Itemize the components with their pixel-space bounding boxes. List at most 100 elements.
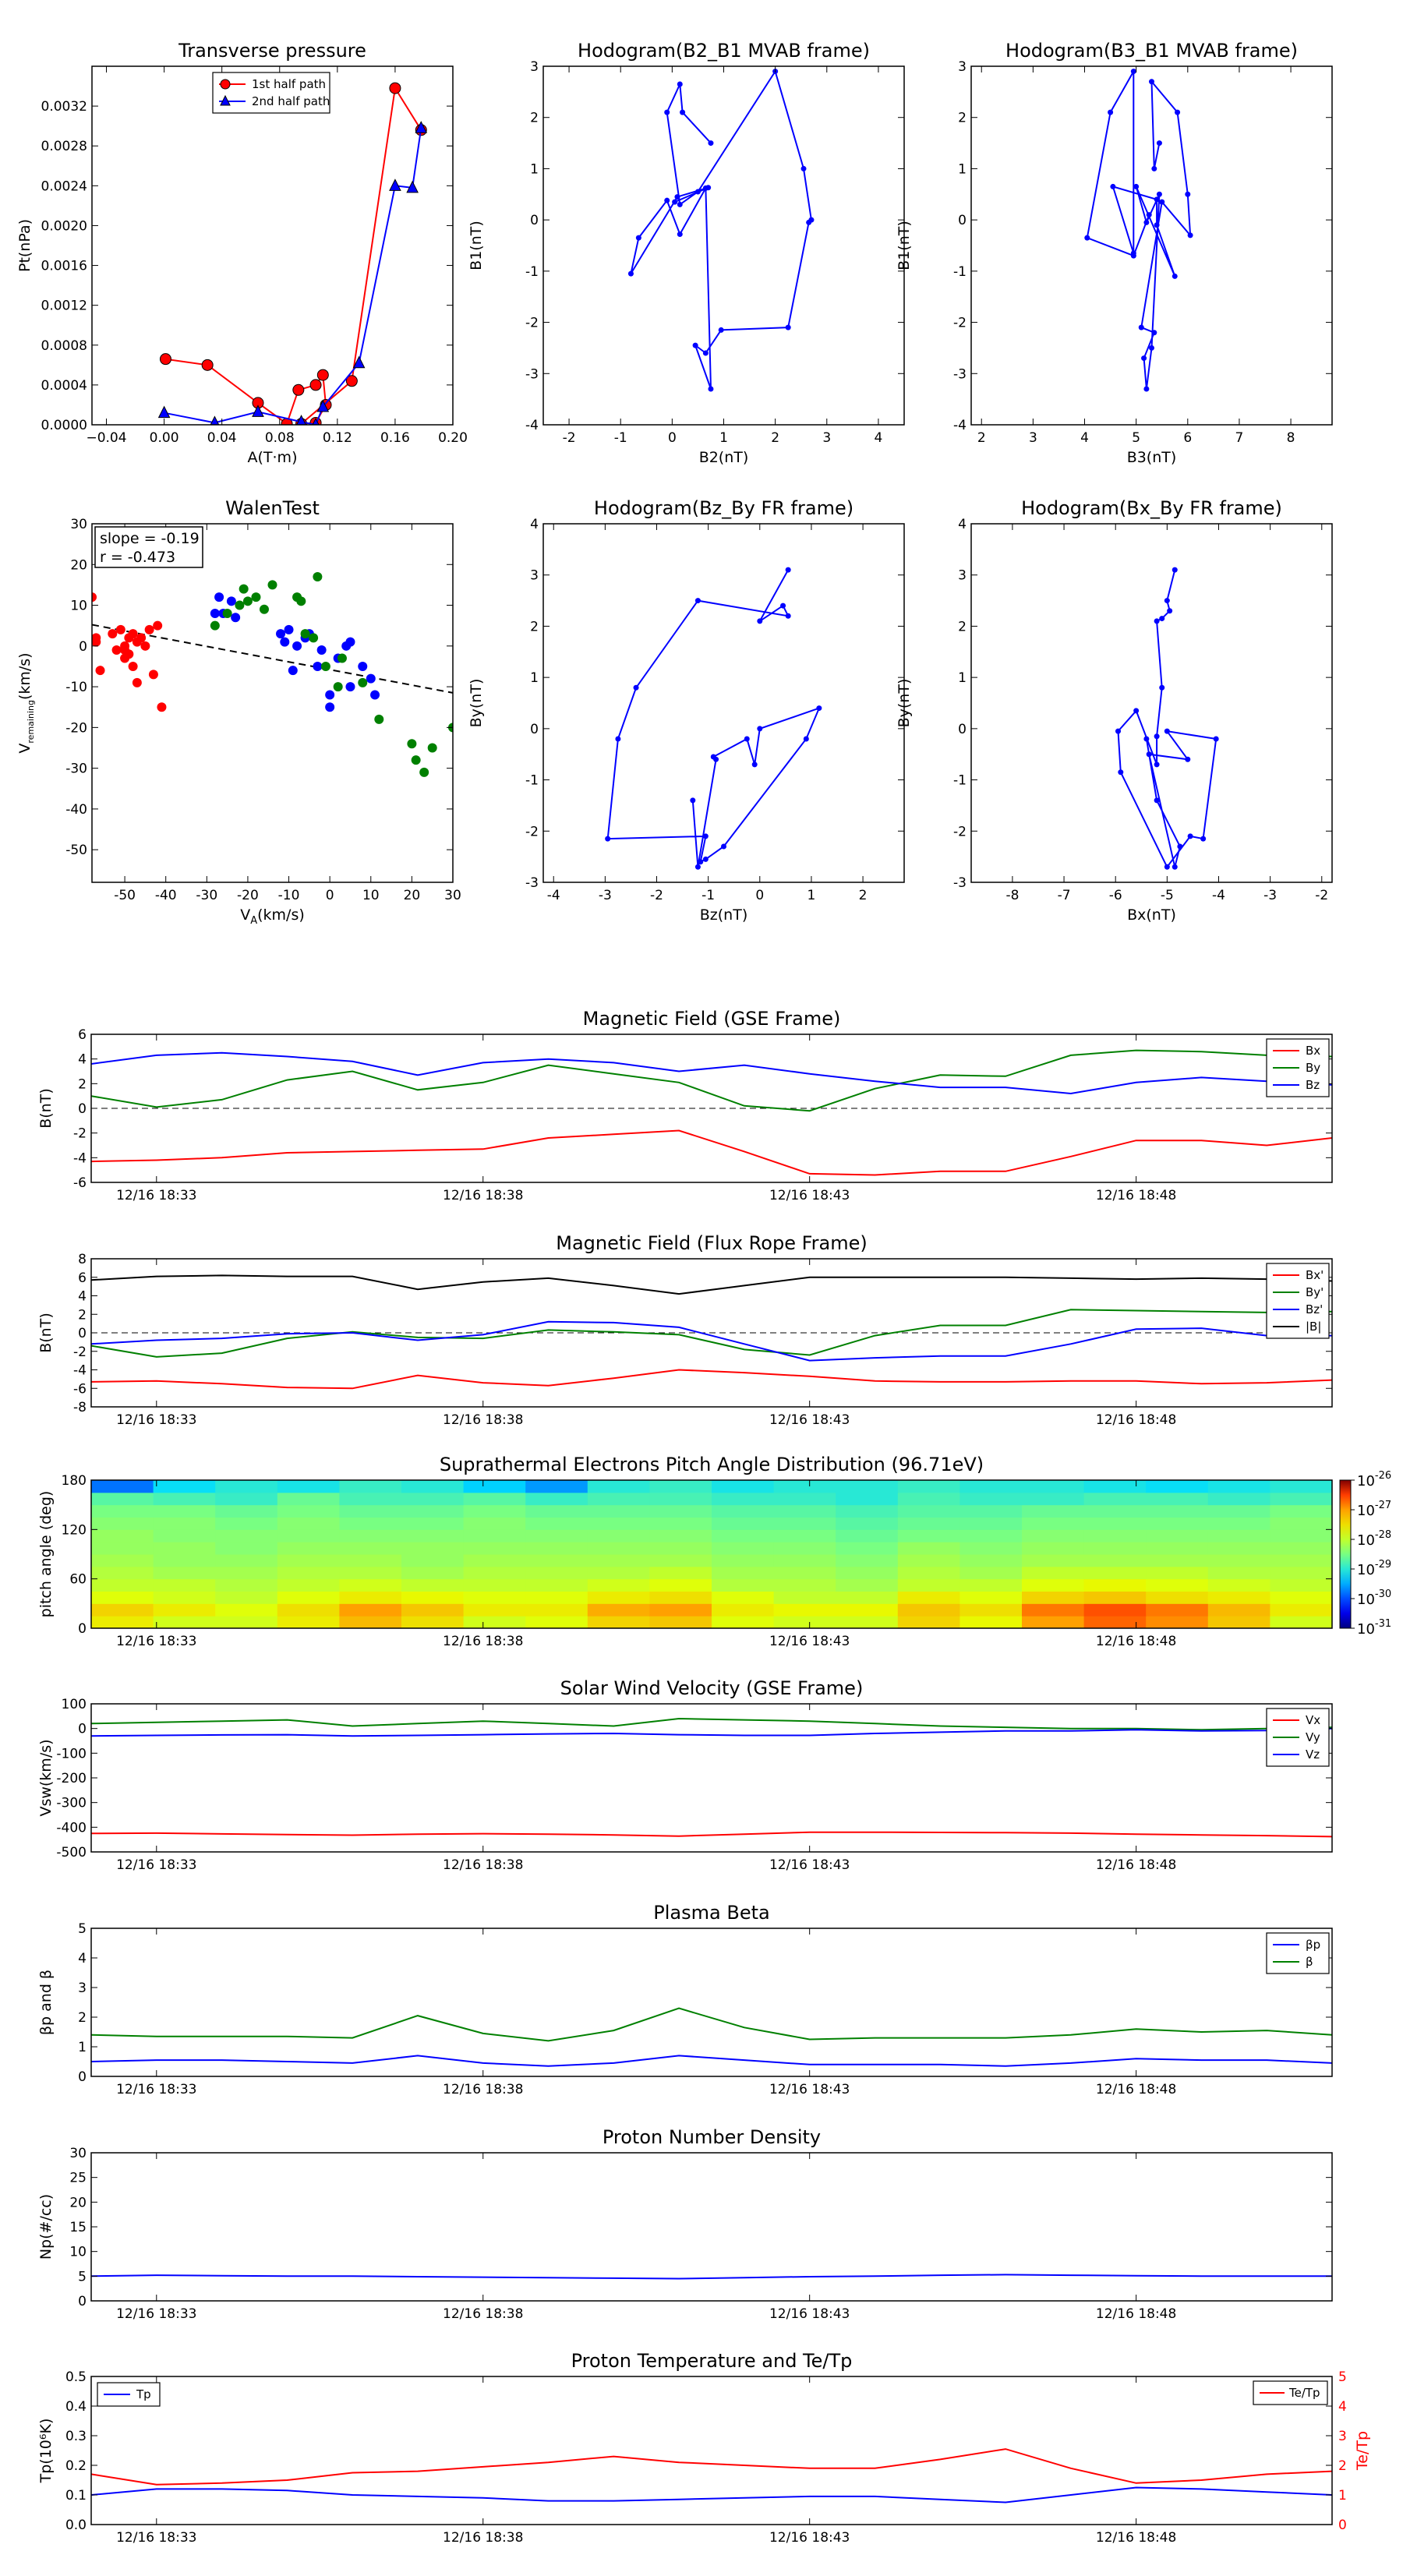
y-tick-label: 20 bbox=[69, 2195, 87, 2210]
y-tick-label: 0.3 bbox=[65, 2429, 87, 2444]
heatmap-cell bbox=[91, 1554, 154, 1567]
heatmap-cell bbox=[463, 1566, 526, 1580]
heatmap-cell bbox=[525, 1578, 588, 1592]
heatmap-cell bbox=[339, 1542, 402, 1555]
scatter-point bbox=[132, 677, 142, 687]
heatmap-cell bbox=[277, 1517, 340, 1530]
colorbar-tick-base: 10 bbox=[1357, 1562, 1375, 1578]
series--p-line bbox=[91, 2055, 1332, 2067]
heatmap-cell bbox=[1207, 1480, 1270, 1493]
x-axis-label-unit: (km/s) bbox=[257, 906, 305, 924]
scatter-point bbox=[333, 682, 343, 692]
data-point bbox=[1154, 618, 1160, 624]
y-tick-label: 0 bbox=[78, 1621, 87, 1637]
heatmap-cell bbox=[401, 1492, 465, 1506]
heatmap-cell bbox=[153, 1517, 216, 1530]
x-tick-label: -3 bbox=[1263, 888, 1277, 903]
y-tick-label: 10 bbox=[70, 599, 87, 614]
colorbar bbox=[1339, 1479, 1352, 1629]
colorbar-tick-label: 10-27 bbox=[1357, 1500, 1391, 1519]
heatmap-cell bbox=[1207, 1542, 1270, 1555]
data-point bbox=[803, 736, 809, 742]
heatmap-cell bbox=[339, 1591, 402, 1604]
heatmap-cell bbox=[153, 1554, 216, 1567]
data-point bbox=[1172, 273, 1178, 279]
scatter-point bbox=[259, 604, 269, 614]
heatmap-cell bbox=[773, 1603, 836, 1617]
y-tick-label: -100 bbox=[56, 1746, 87, 1762]
x-tick-label: 0.12 bbox=[323, 430, 352, 446]
chart-title: Hodogram(Bx_By FR frame) bbox=[1021, 497, 1282, 519]
heatmap-cell bbox=[836, 1504, 899, 1518]
colorbar-tick-exponent: -31 bbox=[1375, 1618, 1391, 1630]
heatmap-cell bbox=[773, 1492, 836, 1506]
heatmap-cell bbox=[897, 1529, 960, 1542]
data-point bbox=[780, 602, 786, 609]
data-point bbox=[1133, 183, 1140, 189]
heatmap-cell bbox=[463, 1603, 526, 1617]
scatter-point bbox=[251, 592, 261, 602]
heatmap-cell bbox=[1270, 1492, 1332, 1506]
x-tick-label: 12/16 18:38 bbox=[443, 1857, 523, 1873]
heatmap-cell bbox=[959, 1492, 1023, 1506]
plot-frame bbox=[91, 65, 454, 426]
scatter-point bbox=[239, 584, 249, 594]
x-tick-label: 12/16 18:48 bbox=[1096, 1412, 1176, 1428]
heatmap-cell bbox=[773, 1480, 836, 1493]
y-tick-label: 2 bbox=[958, 111, 967, 126]
heatmap-cell bbox=[463, 1492, 526, 1506]
heatmap-cell bbox=[1022, 1566, 1085, 1580]
heatmap-cell bbox=[897, 1603, 960, 1617]
data-point bbox=[1167, 608, 1173, 614]
heatmap-cell bbox=[587, 1504, 650, 1518]
heatmap-cell bbox=[712, 1616, 775, 1628]
heatmap-cell bbox=[401, 1566, 465, 1580]
x-tick-label: 4 bbox=[875, 430, 883, 446]
heatmap-cell bbox=[1146, 1591, 1209, 1604]
heatmap-cell bbox=[1146, 1542, 1209, 1555]
data-point bbox=[415, 121, 428, 133]
heatmap-cell bbox=[153, 1578, 216, 1592]
heatmap-cell bbox=[712, 1566, 775, 1580]
colorbar-tick-exponent: -29 bbox=[1375, 1559, 1391, 1571]
scatter-point bbox=[320, 661, 330, 671]
y-tick-label: -6 bbox=[73, 1175, 87, 1191]
y-tick-label: -30 bbox=[65, 761, 87, 777]
y-tick-label: 1 bbox=[530, 670, 539, 686]
scatter-point bbox=[92, 592, 97, 602]
data-point bbox=[309, 379, 322, 391]
y-axis-label-main: V bbox=[16, 744, 34, 754]
legend-label: Bx bbox=[1306, 1044, 1320, 1058]
x-axis-label: B3(nT) bbox=[1127, 449, 1177, 466]
data-point bbox=[1149, 345, 1154, 351]
heatmap-cell bbox=[401, 1517, 465, 1530]
heatmap-cell bbox=[897, 1480, 960, 1493]
legend-label: 1st half path bbox=[252, 77, 326, 91]
y-tick-label: -50 bbox=[65, 843, 87, 858]
x-tick-label: 12/16 18:33 bbox=[116, 2306, 196, 2322]
plot-area bbox=[91, 2448, 1332, 2504]
scatter-point bbox=[300, 629, 310, 639]
x-tick-label: 12/16 18:33 bbox=[116, 1188, 196, 1203]
heatmap-cell bbox=[587, 1480, 650, 1493]
x-tick-label: 12/16 18:43 bbox=[769, 1634, 850, 1649]
legend-label: Tp bbox=[136, 2387, 151, 2401]
data-point bbox=[698, 859, 704, 865]
legend-label: Bx' bbox=[1306, 1268, 1323, 1282]
data-point bbox=[296, 415, 307, 425]
heatmap-cell bbox=[1207, 1603, 1270, 1617]
plot-area bbox=[1115, 567, 1219, 870]
data-point bbox=[316, 399, 330, 412]
data-point bbox=[1151, 165, 1157, 171]
heatmap-cell bbox=[897, 1504, 960, 1518]
x-tick-label: 12/16 18:38 bbox=[443, 1634, 523, 1649]
y-axis-label-sub: remaining bbox=[26, 700, 36, 744]
y-tick-label: -6 bbox=[73, 1381, 87, 1397]
heatmap-cell bbox=[339, 1603, 402, 1617]
data-point bbox=[694, 598, 701, 604]
heatmap-cell bbox=[959, 1566, 1023, 1580]
heatmap-cell bbox=[649, 1616, 712, 1628]
scatter-point bbox=[292, 641, 302, 651]
